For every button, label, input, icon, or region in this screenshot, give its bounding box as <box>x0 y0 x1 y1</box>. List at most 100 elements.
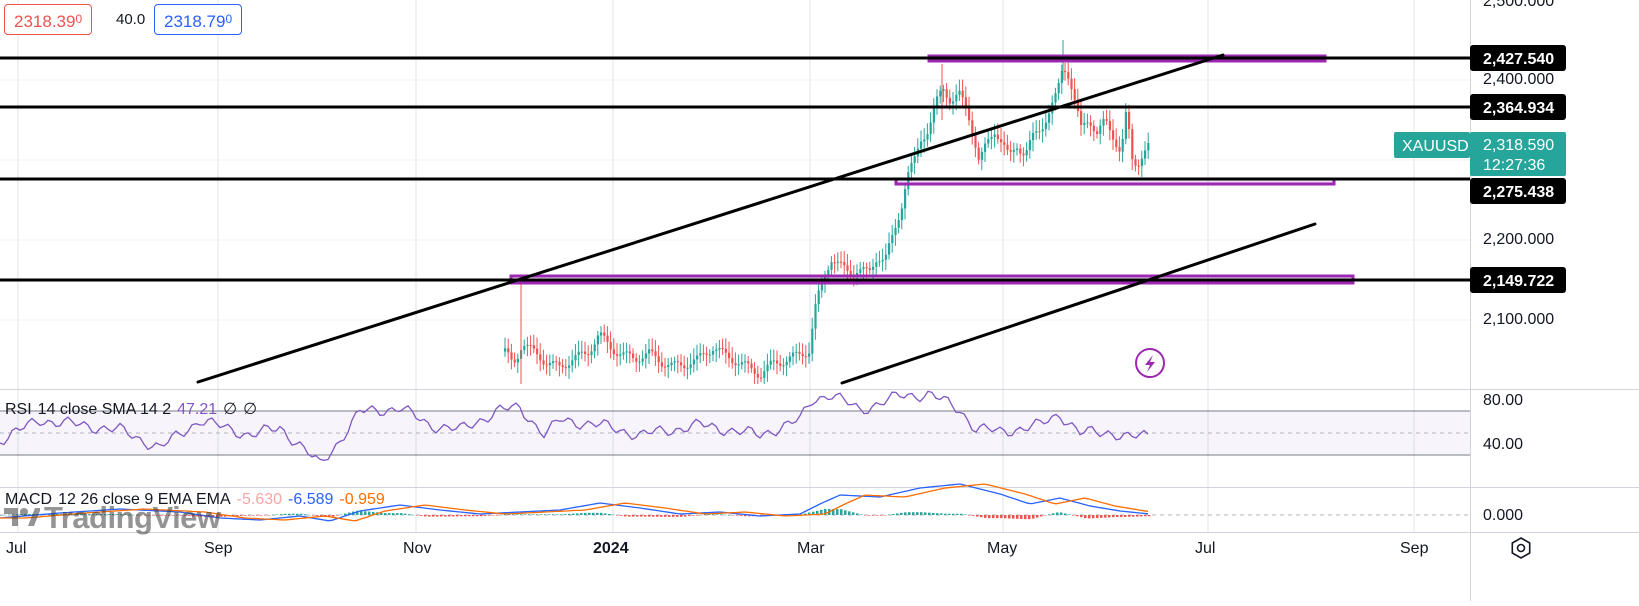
macd-hist-bar <box>952 513 955 515</box>
macd-hist-bar <box>824 509 827 515</box>
candle-body <box>1038 131 1041 133</box>
macd-pane[interactable] <box>0 483 1470 522</box>
macd-axis[interactable]: 0.000 <box>1483 507 1523 524</box>
candle-body <box>884 254 887 260</box>
macd-hist-bar <box>1148 515 1151 517</box>
candle-body <box>1076 99 1079 112</box>
macd-hist-bar <box>264 515 267 516</box>
macd-hist-bar <box>972 515 975 516</box>
rsi-name: RSI <box>5 401 32 418</box>
macd-hist-bar <box>1032 515 1035 519</box>
rsi-axis[interactable]: 80.00 40.00 <box>1483 392 1523 453</box>
candle-body <box>840 261 843 263</box>
macd-hist-bar <box>448 515 451 517</box>
macd-hist-bar <box>1072 515 1075 516</box>
candle-body <box>894 227 897 235</box>
trend-channel[interactable] <box>196 53 1317 385</box>
macd-hist-bar <box>248 515 251 516</box>
macd-hist-bar <box>568 513 571 515</box>
macd-hist-bar <box>1116 515 1119 518</box>
macd-hist-bar <box>88 514 91 515</box>
candle-body <box>923 139 926 142</box>
gear-icon[interactable] <box>1511 537 1531 559</box>
tradingview-logo-icon <box>4 500 41 536</box>
macd-hist-bar <box>260 515 263 516</box>
candle-body <box>753 368 756 374</box>
bid-price-box[interactable]: 2318.390 <box>4 4 93 35</box>
macd-hist-bar <box>516 514 519 515</box>
macd-hist-bar <box>728 514 731 516</box>
channel-upper-line[interactable] <box>196 53 1225 384</box>
macd-hist-bar <box>188 515 191 517</box>
macd-hist-bar <box>520 514 523 515</box>
macd-hist-bar <box>300 513 303 515</box>
candle-body <box>523 346 526 351</box>
macd-hist-bar <box>860 514 863 515</box>
lightning-icon[interactable] <box>1135 348 1165 378</box>
zone-rectangles[interactable] <box>509 54 1355 285</box>
macd-hist-bar <box>688 515 691 517</box>
macd-hist-bar <box>932 512 935 515</box>
rsi-pane[interactable] <box>0 390 1470 461</box>
signal-line[interactable] <box>0 483 1149 522</box>
macd-hist-bar <box>416 515 419 516</box>
macd-hist-bar <box>496 515 499 516</box>
candle-body <box>587 354 590 356</box>
macd-hist-bar <box>1000 515 1003 519</box>
candle-body <box>577 351 580 356</box>
macd-hist-bar <box>480 515 483 517</box>
candle-body <box>804 356 807 358</box>
macd-hist-bar <box>660 515 663 517</box>
macd-hist-bar <box>664 515 667 517</box>
time-label: Jul <box>6 540 26 557</box>
macd-line[interactable] <box>0 483 1149 522</box>
horizontal-levels[interactable] <box>0 56 1470 282</box>
macd-legend[interactable]: MACD 12 26 close 9 EMA EMA -5.630 -6.589 -0.… <box>5 491 391 509</box>
candle-body <box>964 97 967 107</box>
macd-hist-bar <box>472 515 475 517</box>
macd-hist-bar <box>684 515 687 517</box>
candle-body <box>1028 140 1031 151</box>
macd-hist-bar <box>356 510 359 515</box>
candle-body <box>1083 122 1086 125</box>
candle-body <box>776 360 779 364</box>
candle-body <box>504 348 507 352</box>
rsi-line[interactable] <box>0 390 1149 461</box>
candle-body <box>907 172 910 190</box>
candle-body <box>728 352 731 359</box>
macd-hist-bar <box>56 513 59 515</box>
macd-hist-bar <box>852 512 855 515</box>
macd-hist-bar <box>888 514 891 516</box>
macd-hist-bar <box>292 513 295 515</box>
macd-hist-bar <box>1056 512 1059 515</box>
price-axis[interactable]: 2,500.000 2,400.000 2,200.000 2,100.000 <box>1483 0 1554 328</box>
candle-body <box>843 262 846 266</box>
macd-hist-bar <box>164 515 167 516</box>
candle-body <box>1080 111 1083 125</box>
candle-body <box>1012 149 1015 152</box>
rsi-legend[interactable]: RSI 14 close SMA 14 2 47.21 ∅ ∅ <box>5 399 263 419</box>
time-axis[interactable]: Jul Sep Nov 2024 Mar May Jul Sep <box>6 540 1429 557</box>
candle-body <box>564 367 567 369</box>
macd-hist-bar <box>708 514 711 515</box>
candle-body <box>664 366 667 368</box>
macd-hist-bar <box>668 515 671 517</box>
candle-body <box>635 357 638 362</box>
candle-body <box>667 365 670 368</box>
channel-lower-line[interactable] <box>840 222 1317 385</box>
macd-hist-bar <box>1128 515 1131 517</box>
macd-hist-bar <box>464 515 467 517</box>
macd-hist-bar <box>816 510 819 515</box>
candle-body <box>974 133 977 148</box>
candle-body <box>689 364 692 368</box>
candle-body <box>926 134 929 140</box>
candle-body <box>1048 113 1051 123</box>
macd-hist-bar <box>0 515 3 516</box>
candlestick-series[interactable] <box>504 40 1150 384</box>
ask-price-box[interactable]: 2318.790 <box>154 4 243 35</box>
price-tick: 2,100.000 <box>1483 311 1554 328</box>
candle-body <box>785 361 788 366</box>
macd-hist-bar <box>544 514 547 515</box>
